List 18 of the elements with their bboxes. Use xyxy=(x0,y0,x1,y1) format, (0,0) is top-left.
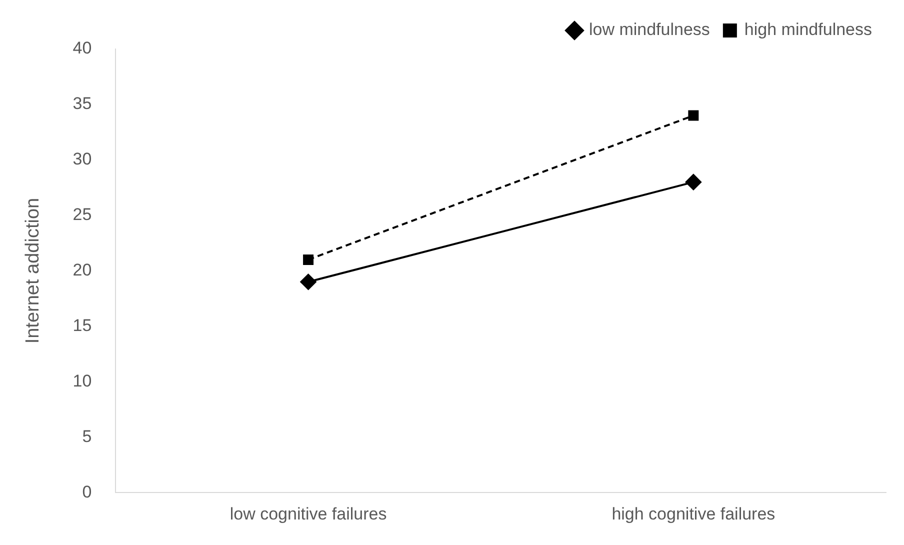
y-tick-label: 5 xyxy=(82,426,92,446)
legend-label: low mindfulness xyxy=(588,20,710,40)
y-tick-label: 20 xyxy=(72,260,92,280)
point xyxy=(685,174,702,190)
point xyxy=(303,254,314,265)
x-tick-label: low cognitive failures xyxy=(230,504,387,524)
legend-label: high mindfulness xyxy=(744,20,872,40)
point xyxy=(688,110,699,121)
x-tick-label: high cognitive failures xyxy=(612,504,776,524)
y-tick-label: 0 xyxy=(82,482,92,502)
y-tick-label: 35 xyxy=(72,94,92,114)
y-tick-label: 25 xyxy=(72,205,92,224)
y-tick-label: 15 xyxy=(72,316,92,335)
y-axis-title: Internet addiction xyxy=(22,198,44,344)
y-tick-label: 30 xyxy=(72,150,92,169)
y-tick-label: 10 xyxy=(72,371,92,390)
y-tick-label: 40 xyxy=(72,38,92,58)
point xyxy=(300,274,316,290)
